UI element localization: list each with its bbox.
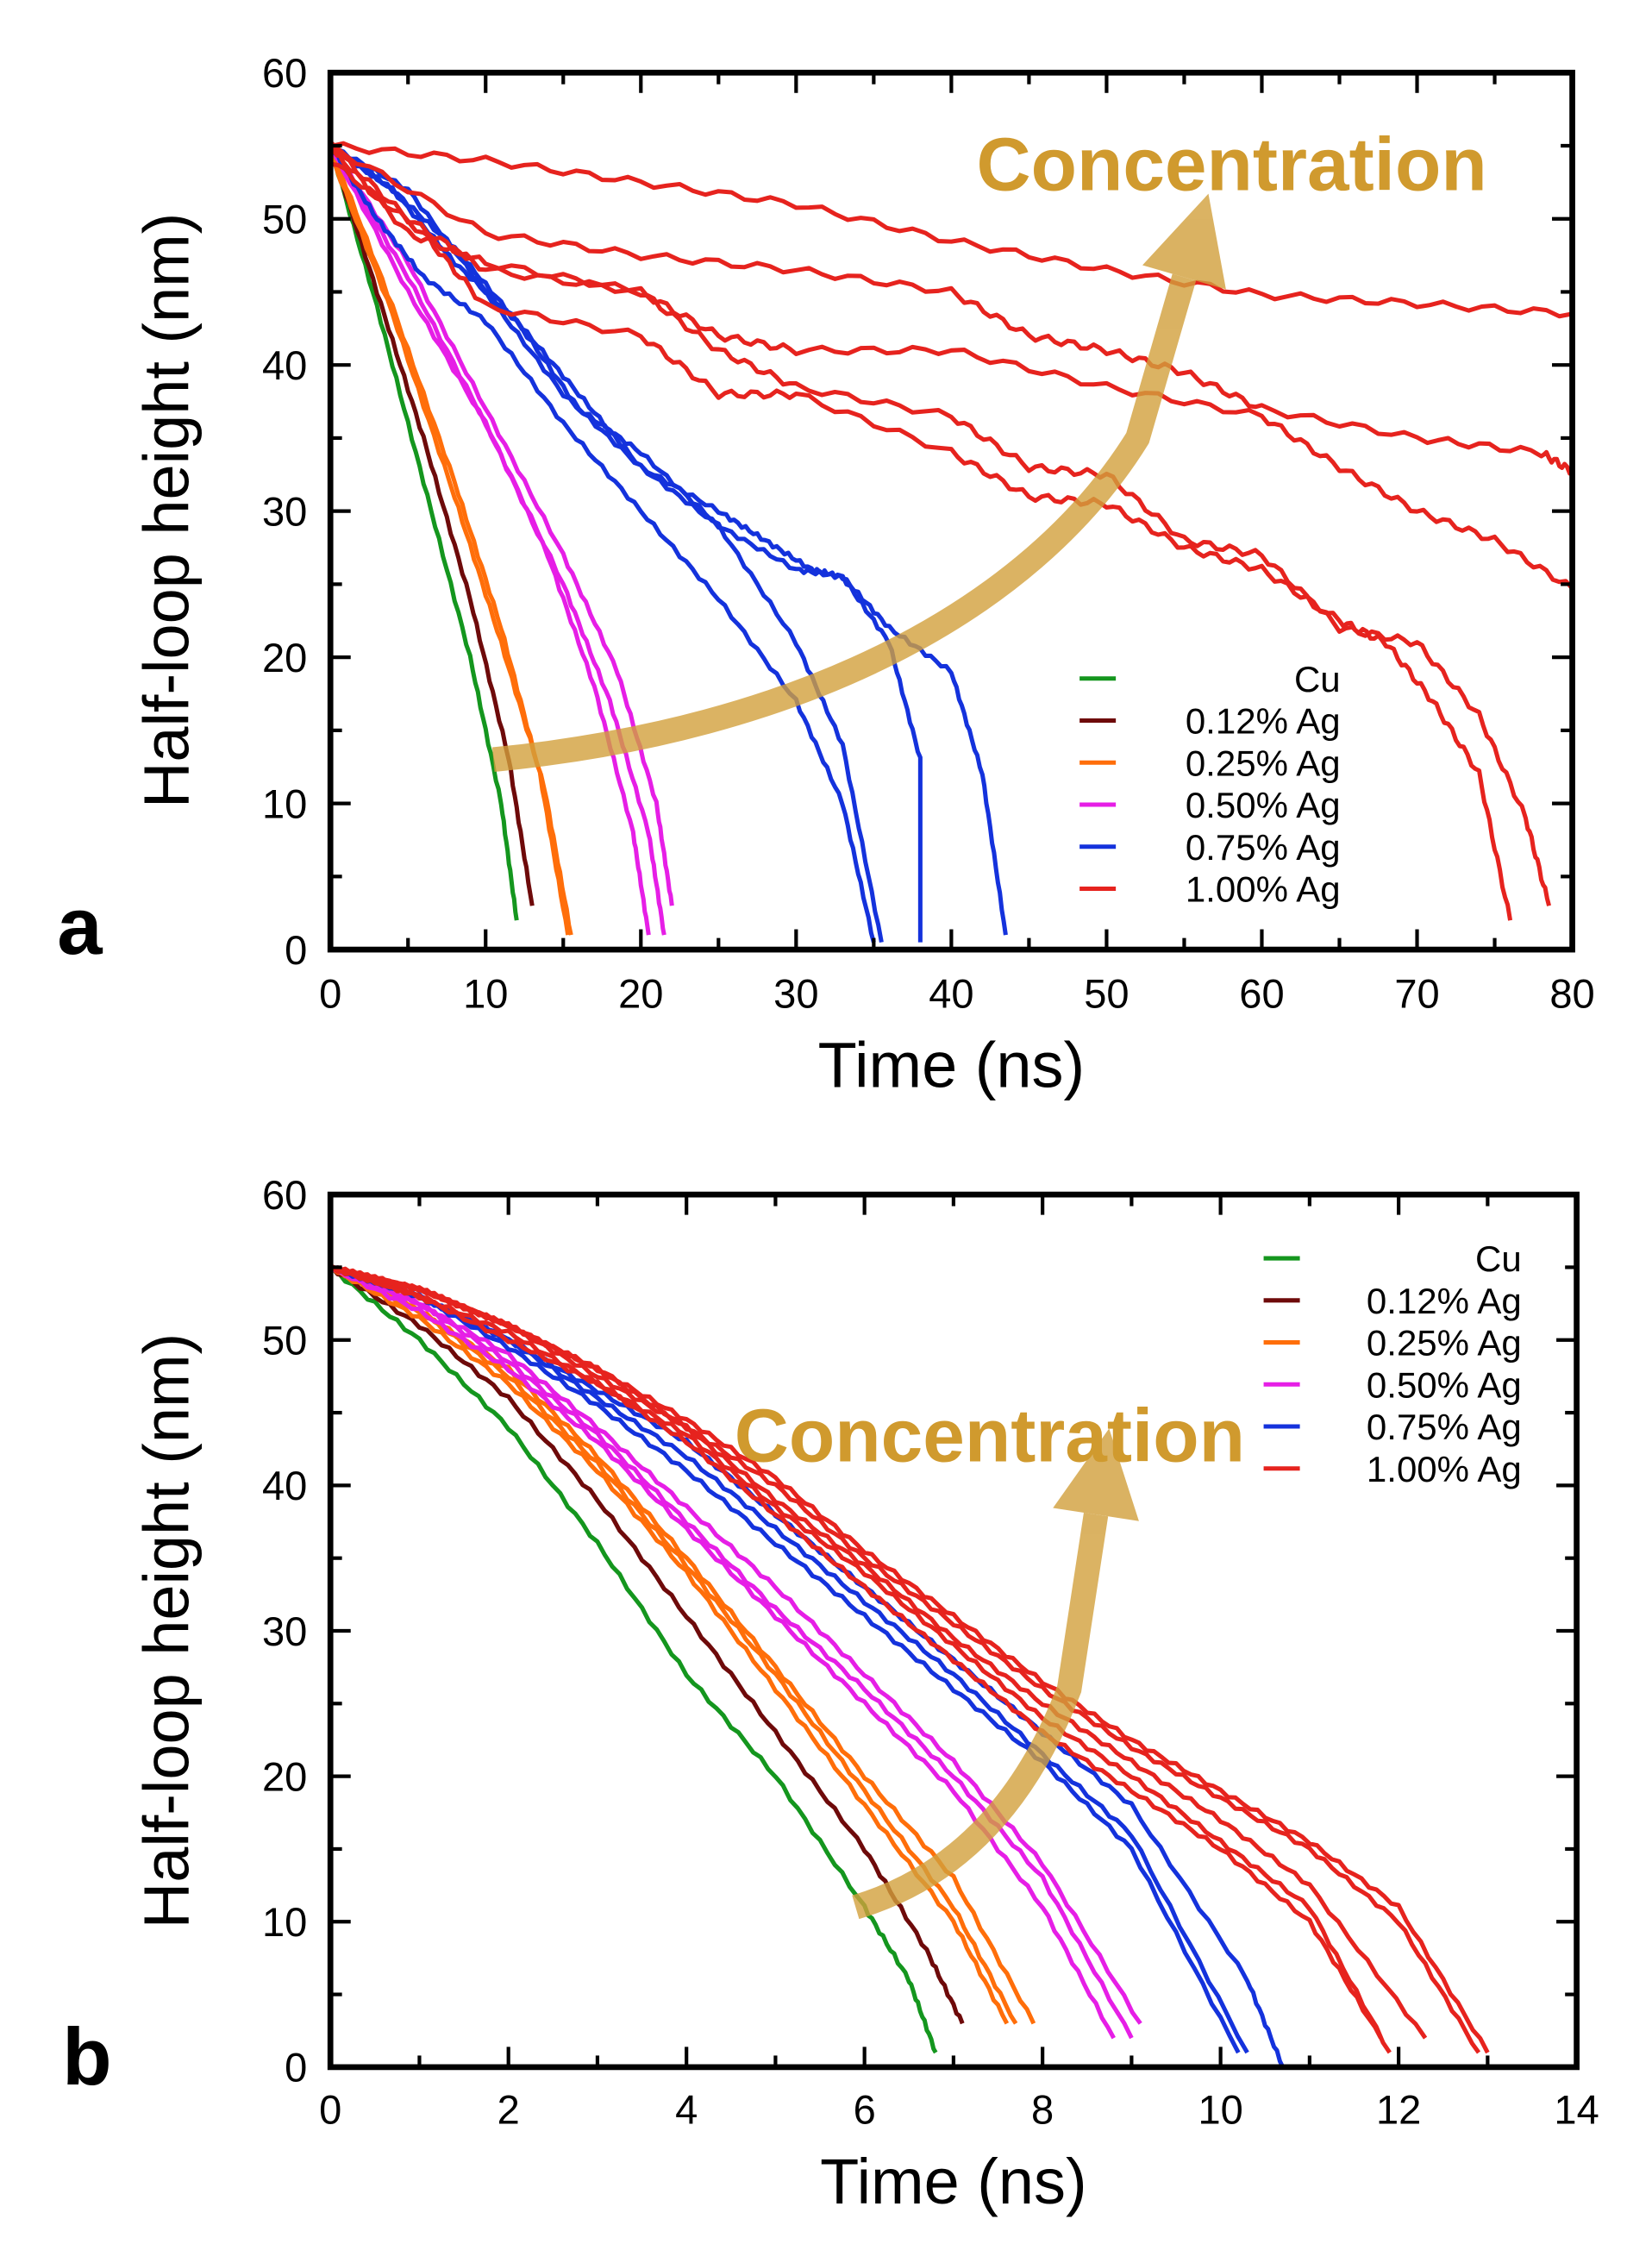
y-tick-label: 50 <box>262 197 307 242</box>
arrow-shaft <box>491 273 1197 772</box>
x-tick-label: 0 <box>319 970 341 1016</box>
series-line-Cu <box>330 145 519 921</box>
series-line-Cu <box>330 1265 938 2054</box>
series-line-100Ag <box>330 161 1513 921</box>
x-tick-label: 12 <box>1376 2086 1421 2132</box>
y-tick-label: 60 <box>262 1172 307 1218</box>
panel-b: Concentration 0 2 4 6 8 10 12 14 0 10 20 30 40 50 60 Tim… <box>62 1172 1599 2217</box>
panel-label: b <box>62 2011 112 2102</box>
x-axis-title: Time (ns) <box>818 1030 1085 1101</box>
x-tick-label: 70 <box>1394 970 1439 1016</box>
x-tick-label: 10 <box>463 970 508 1016</box>
y-tick-label: 50 <box>262 1318 307 1363</box>
series-line-100Ag <box>330 144 1573 591</box>
legend-label: 1.00% Ag <box>1186 869 1341 910</box>
series-line-012Ag <box>330 143 535 906</box>
x-tick-label: 60 <box>1239 970 1284 1016</box>
y-tick-label: 40 <box>262 1463 307 1508</box>
x-tick-label: 4 <box>675 2086 698 2132</box>
legend: Cu0.12% Ag0.25% Ag0.50% Ag0.75% Ag1.00% … <box>1263 1238 1522 1489</box>
series-line-075Ag <box>330 1267 1286 2067</box>
series-line-050Ag <box>330 142 674 906</box>
series-line-100Ag <box>330 1263 1392 2054</box>
arrow-shaft <box>852 1512 1109 1920</box>
x-tick-label: 10 <box>1198 2086 1242 2132</box>
legend-label: Cu <box>1475 1238 1522 1279</box>
legend: Cu0.12% Ag0.25% Ag0.50% Ag0.75% Ag1.00% … <box>1079 659 1341 910</box>
x-tick-label: 80 <box>1549 970 1594 1016</box>
series-line-100Ag <box>330 140 1573 476</box>
concentration-label: Concentration <box>735 1393 1245 1477</box>
legend-label: 0.75% Ag <box>1186 827 1341 868</box>
series-line-050Ag <box>330 1266 1142 2025</box>
series-line-075Ag <box>330 145 876 943</box>
x-tick-label: 30 <box>773 970 818 1016</box>
y-tick-label: 20 <box>262 635 307 680</box>
series-line-050Ag <box>330 1263 1134 2040</box>
panel-label: a <box>57 881 103 971</box>
x-axis-title: Time (ns) <box>820 2146 1086 2217</box>
y-tick-label: 20 <box>262 1753 307 1799</box>
x-tick-label: 50 <box>1084 970 1129 1016</box>
series-line-025Ag <box>330 1263 1018 2025</box>
concentration-label: Concentration <box>976 122 1486 206</box>
series-group <box>330 140 1573 943</box>
x-tick-label: 6 <box>854 2086 876 2132</box>
concentration-arrow <box>852 1428 1139 1920</box>
series-line-100Ag <box>330 1265 1490 2054</box>
series-line-025Ag <box>330 1264 1036 2025</box>
y-tick-label: 60 <box>262 50 307 96</box>
arrow-head <box>1053 1428 1139 1521</box>
y-tick-label: 0 <box>285 927 307 973</box>
legend-label: 0.12% Ag <box>1367 1281 1522 1321</box>
series-line-050Ag <box>330 146 666 936</box>
legend-label: 1.00% Ag <box>1367 1449 1522 1489</box>
legend-label: 0.25% Ag <box>1367 1323 1522 1363</box>
y-tick-label: 40 <box>262 342 307 388</box>
series-line-100Ag <box>330 1263 1481 2054</box>
legend-label: 0.50% Ag <box>1186 785 1341 825</box>
y-tick-label: 30 <box>262 488 307 534</box>
y-tick-label: 10 <box>262 780 307 826</box>
x-tick-label: 40 <box>929 970 973 1016</box>
y-tick-label: 30 <box>262 1608 307 1654</box>
y-axis-title: Half-loop height (nm) <box>130 1333 202 1928</box>
series-line-050Ag <box>330 144 651 936</box>
series-line-075Ag <box>330 142 923 943</box>
x-tick-label: 0 <box>319 2086 341 2132</box>
series-line-100Ag <box>330 1264 1383 2040</box>
legend-label: 0.12% Ag <box>1186 701 1341 742</box>
x-tick-label: 20 <box>618 970 663 1016</box>
series-line-075Ag <box>330 145 1008 936</box>
series-line-050Ag <box>330 1266 1116 2040</box>
legend-label: Cu <box>1294 659 1341 699</box>
arrow-head <box>1142 193 1226 290</box>
legend-label: 0.75% Ag <box>1367 1407 1522 1447</box>
x-tick-label: 8 <box>1031 2086 1054 2132</box>
panel-a: Concentration 0 10 20 30 40 50 60 70 80 0 10 20 30 40 5… <box>57 50 1594 1101</box>
series-line-075Ag <box>330 1263 1249 2054</box>
y-tick-label: 10 <box>262 1899 307 1945</box>
x-tick-label: 2 <box>497 2086 520 2132</box>
x-tick-label: 14 <box>1554 2086 1599 2132</box>
concentration-arrow <box>491 193 1226 772</box>
series-line-100Ag <box>330 142 1551 906</box>
legend-label: 0.50% Ag <box>1367 1364 1522 1405</box>
series-line-012Ag <box>330 1263 965 2025</box>
series-line-100Ag <box>330 141 1573 319</box>
series-group <box>330 1263 1490 2067</box>
y-tick-label: 0 <box>285 2045 307 2091</box>
y-axis-title: Half-loop height (nm) <box>130 213 202 808</box>
series-line-025Ag <box>330 151 573 936</box>
legend-label: 0.25% Ag <box>1186 743 1341 783</box>
